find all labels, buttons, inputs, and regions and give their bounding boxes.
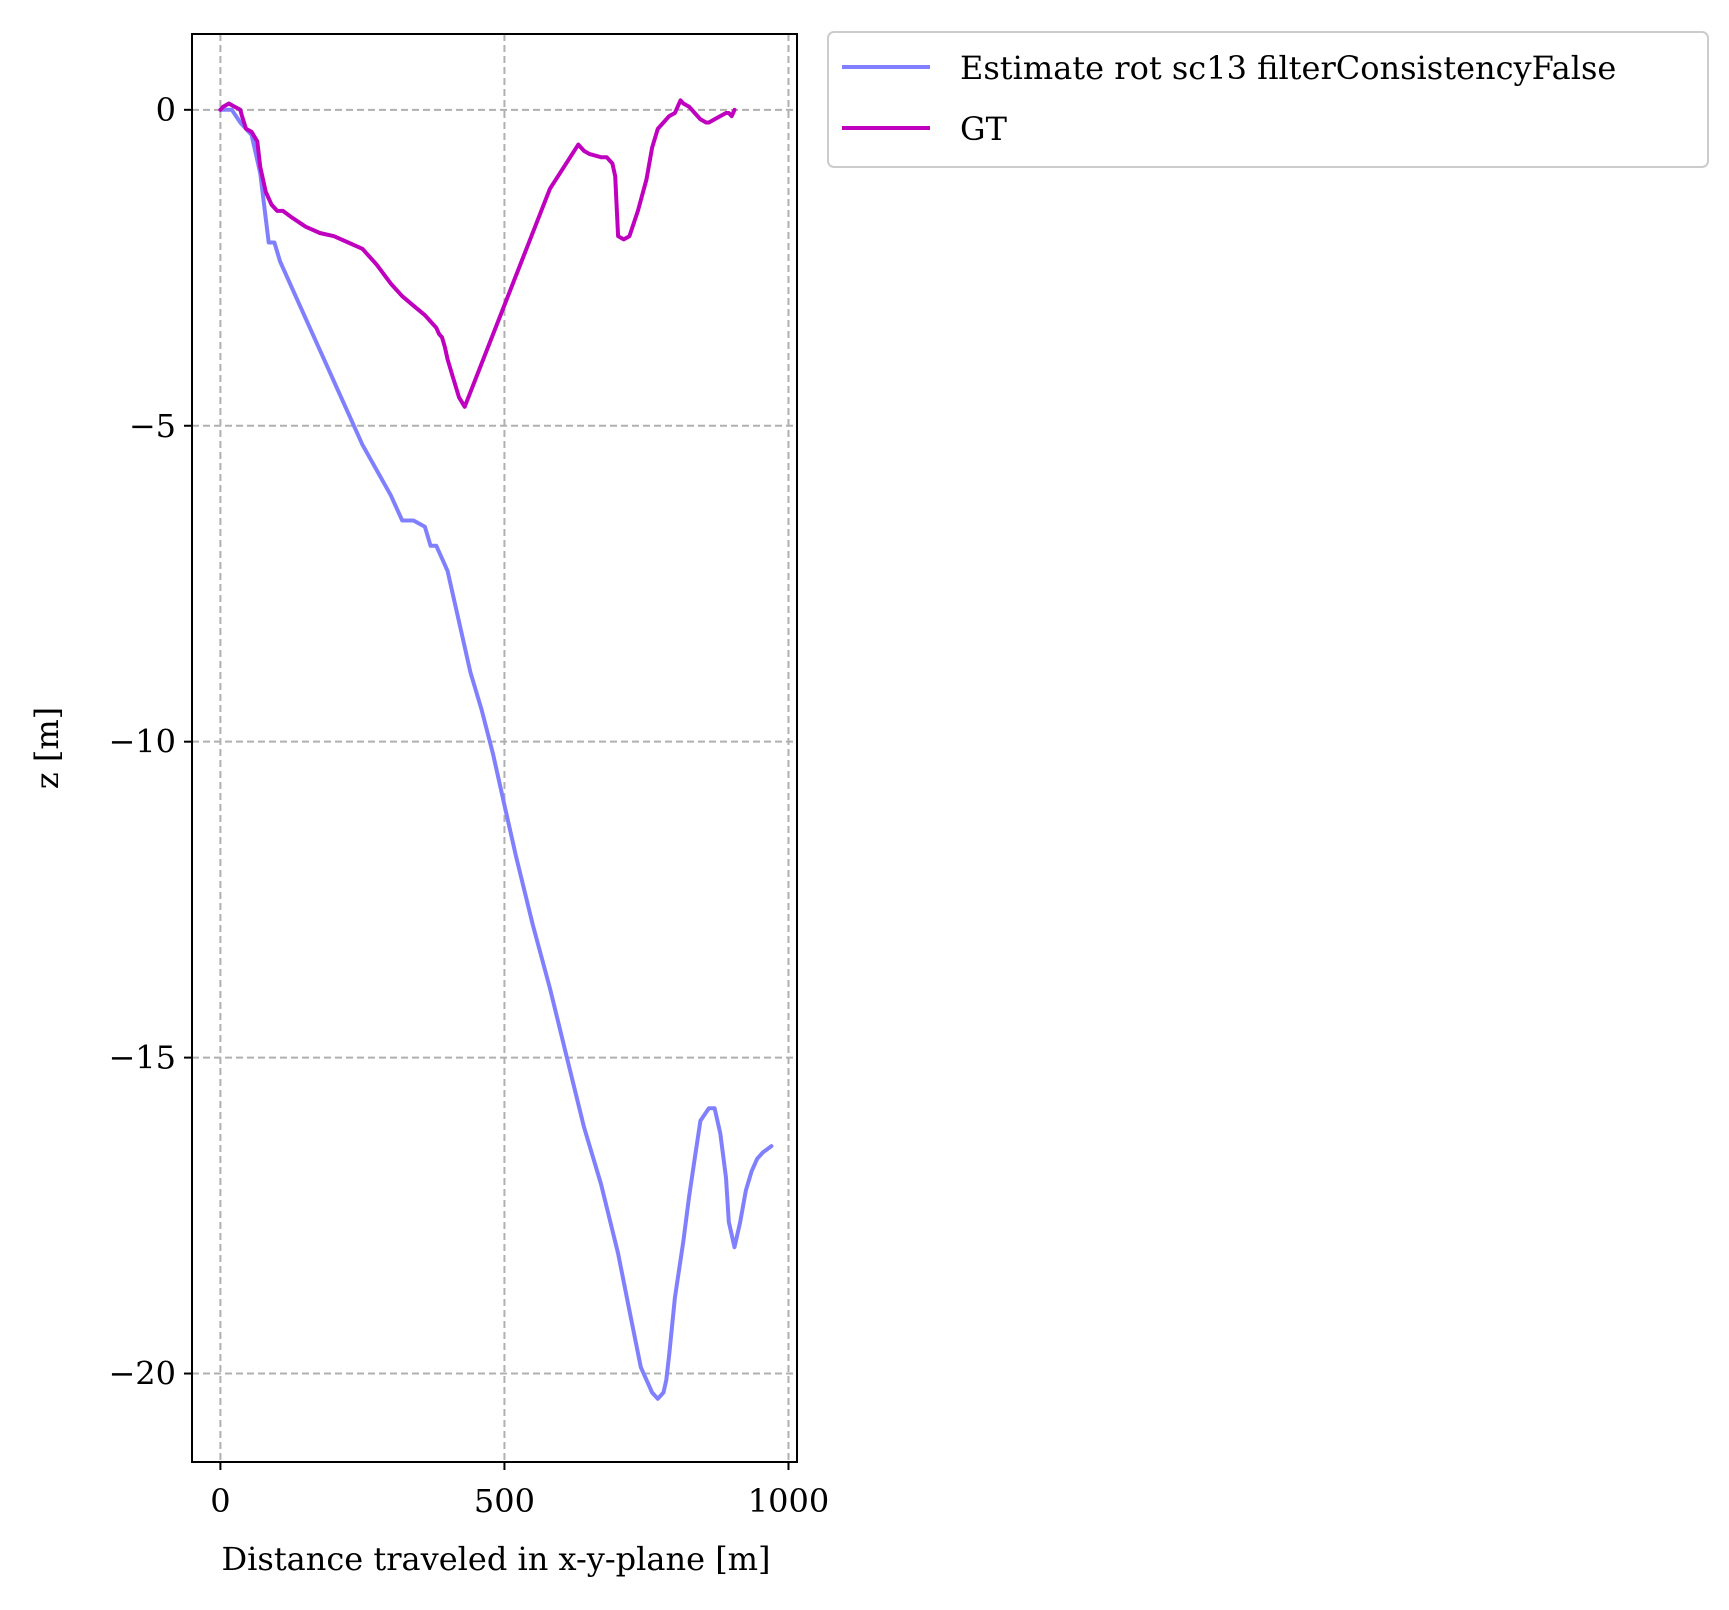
y-tick-label: −5 [129,407,176,445]
series-lines [218,98,774,1401]
x-tick-label: 0 [210,1482,230,1520]
legend: Estimate rot sc13 filterConsistencyFalse… [827,31,1709,168]
legend-box [827,31,1709,168]
y-axis-ticks: 0 −5 −10 −15 −20 [108,91,192,1393]
grid-lines [192,34,797,1462]
y-tick-label: −15 [108,1039,176,1077]
y-tick-label: −20 [108,1355,176,1393]
y-tick-label: −10 [108,723,176,761]
x-axis-label: Distance traveled in x-y-plane [m] [222,1540,771,1578]
x-tick-label: 1000 [748,1482,829,1520]
plot-frame [191,33,798,1463]
legend-label-gt: GT [960,110,1008,148]
x-tick-label: 500 [474,1482,535,1520]
x-axis-ticks: 0 500 1000 [210,1462,829,1520]
y-axis-label: z [m] [28,707,66,789]
y-tick-label: 0 [156,91,176,129]
legend-label-estimate: Estimate rot sc13 filterConsistencyFalse [960,49,1616,87]
series-line-gt [218,98,737,409]
series-line-estimate [218,107,774,1401]
